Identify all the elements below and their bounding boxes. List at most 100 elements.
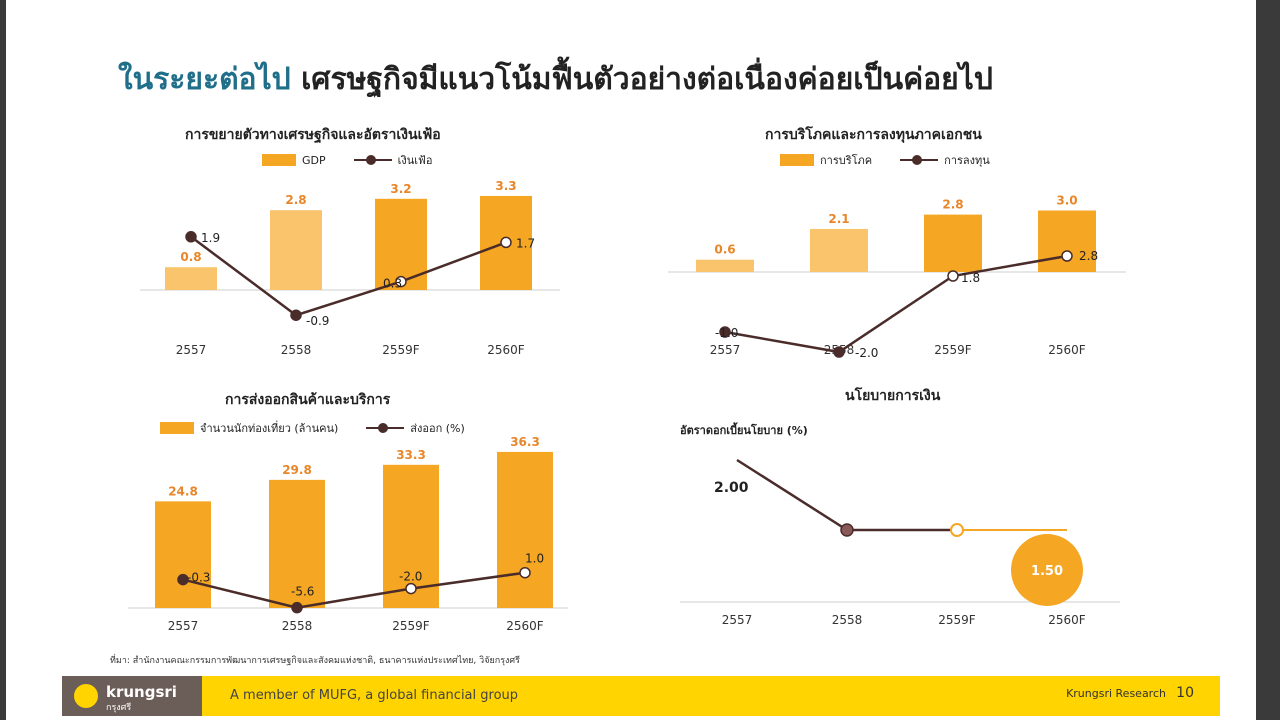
policy-line-actual	[736, 458, 957, 532]
bar-value-label: 2.8	[942, 198, 963, 212]
slide-frame-right	[1256, 0, 1280, 720]
slide-title: ในระยะต่อไป เศรษฐกิจมีแนวโน้มฟื้นตัวอย่า…	[118, 56, 993, 103]
chart2-plot: 0.625572.125582.82559F3.02560F-1.0-2.01.…	[668, 194, 1126, 360]
legend-line-key	[366, 422, 405, 434]
policy-value-badge	[1011, 534, 1083, 606]
chart3-legend-line-label: ส่งออก (%)	[410, 422, 465, 435]
bar-value-label: 24.8	[168, 484, 198, 498]
chart3-plot: 24.8 2557 29.8 2558 33.3 2559F 36.3 2560F -0.3 -5…	[128, 435, 568, 633]
bar	[696, 259, 754, 272]
bar-value-label: 2.8	[285, 193, 306, 207]
krungsri-logo: krungsri กรุงศรี	[62, 676, 202, 716]
policy-value-label: 1.50	[1031, 564, 1063, 579]
bar-value-label: 0.6	[714, 243, 735, 257]
line-point	[185, 231, 197, 243]
bar	[269, 479, 325, 608]
bar-value-label: 0.8	[180, 250, 201, 264]
policy-value-label: 2.00	[714, 480, 749, 496]
x-tick-label: 2557	[176, 343, 207, 357]
source-note: ที่มา: สำนักงานคณะกรรมการพัฒนาการเศรษฐกิ…	[110, 656, 520, 666]
bar	[497, 451, 553, 608]
chart3-title: การส่งออกสินค้าและบริการ	[225, 392, 391, 408]
bar	[270, 210, 322, 290]
x-tick-label: 2558	[282, 619, 313, 633]
x-tick-label: 2559F	[938, 613, 976, 627]
bar	[810, 228, 868, 272]
legend-line-key	[900, 154, 939, 166]
x-tick-label: 2559F	[392, 619, 430, 633]
x-tick-label: 2560F	[506, 619, 544, 633]
slide-title-accent: ในระยะต่อไป	[118, 62, 291, 97]
line-value-label: -1.0	[715, 326, 738, 340]
chart2-title: การบริโภคและการลงทุนภาคเอกชน	[765, 127, 982, 143]
footer-tagline: A member of MUFG, a global financial gro…	[230, 688, 519, 703]
x-tick-label: 2559F	[934, 343, 972, 357]
bar-value-label: 29.8	[282, 463, 312, 477]
bar-value-label: 36.3	[510, 435, 540, 449]
line-point	[950, 523, 964, 537]
chart4-ylabel: อัตราดอกเบี้ยนโยบาย (%)	[680, 424, 808, 437]
x-tick-label: 2560F	[1048, 613, 1086, 627]
x-tick-label: 2558	[832, 613, 863, 627]
bar-value-label: 3.3	[495, 179, 516, 193]
line-value-label: 1.0	[525, 552, 544, 566]
line-point	[519, 566, 531, 579]
bar-value-label: 33.3	[396, 448, 426, 462]
footer-bar: krungsri กรุงศรี A member of MUFG, a glo…	[62, 676, 1220, 716]
logo-text: krungsri	[106, 683, 177, 701]
legend-bar-swatch	[262, 154, 296, 166]
slide-title-rest: เศรษฐกิจมีแนวโน้มฟื้นตัวอย่างต่อเนื่องค่…	[301, 62, 993, 97]
line-value-label: -2.0	[399, 570, 422, 584]
line-point	[177, 573, 189, 586]
chart1-plot: 0.8 2557 2.8 2558 3.2 2559F 3.3 2560F 1.9 -0.9 0.3…	[140, 179, 560, 357]
line-value-label: -5.6	[291, 585, 314, 599]
line-point	[719, 326, 731, 338]
chart1-legend-bar-label: GDP	[302, 153, 326, 167]
chart1-title: การขยายตัวทางเศรษฐกิจและอัตราเงินเฟ้อ	[185, 127, 441, 143]
line-point	[1061, 250, 1073, 262]
page-number: 10	[1176, 685, 1194, 701]
line-point	[395, 275, 407, 288]
bar	[165, 267, 217, 290]
x-tick-label: 2560F	[487, 343, 525, 357]
x-tick-label: 2559F	[382, 343, 420, 357]
line-point	[291, 601, 303, 614]
chart4-title: นโยบายการเงิน	[845, 388, 941, 404]
line-value-label: 1.9	[201, 231, 220, 245]
footer-research-label: Krungsri Research	[1066, 687, 1166, 700]
line-value-label: -0.9	[306, 314, 329, 328]
line-point	[405, 582, 417, 595]
legend-bar-swatch	[780, 154, 814, 166]
chart2-legend-line-label: การลงทุน	[944, 154, 990, 167]
bar-value-label: 2.1	[828, 212, 849, 226]
line-value-label: 1.8	[961, 271, 980, 285]
logo-sub: กรุงศรี	[106, 703, 132, 713]
x-tick-label: 2557	[710, 343, 741, 357]
line-point	[840, 523, 854, 537]
line-point	[290, 309, 302, 321]
line-value-label: 2.8	[1079, 249, 1098, 263]
bar-value-label: 3.2	[390, 182, 411, 196]
line-value-label: 1.7	[516, 236, 535, 250]
series-line	[190, 235, 507, 317]
bar	[155, 501, 211, 608]
x-tick-label: 2558	[281, 343, 312, 357]
bar-value-label: 3.0	[1056, 194, 1077, 208]
line-value-label: -0.3	[187, 571, 210, 585]
chart1-legend: GDP เงินเฟ้อ	[262, 151, 432, 169]
bar	[924, 214, 982, 272]
line-value-label: 0.3	[383, 277, 402, 291]
chart4-plot: 2.00 1.50 2557 2558 2559F 2560F	[680, 458, 1120, 627]
slide-frame-left	[0, 0, 6, 720]
legend-line-key	[353, 154, 392, 166]
x-tick-label: 2557	[168, 619, 199, 633]
krungsri-logo-icon	[74, 684, 98, 708]
series-line	[724, 254, 1068, 354]
line-point	[833, 346, 845, 358]
legend-bar-swatch	[160, 422, 194, 434]
line-point	[500, 236, 512, 249]
x-tick-label: 2560F	[1048, 343, 1086, 357]
chart1-legend-line-label: เงินเฟ้อ	[397, 154, 433, 167]
x-tick-label: 2557	[722, 613, 753, 627]
line-point	[947, 270, 959, 282]
